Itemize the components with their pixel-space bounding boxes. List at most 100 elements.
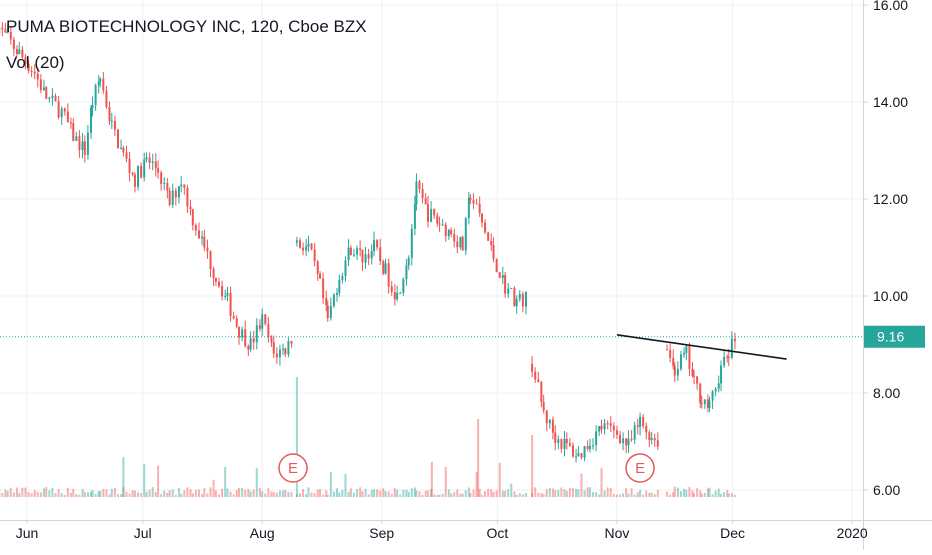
candle-body xyxy=(376,240,378,247)
volume-bar xyxy=(305,494,307,497)
current-price-label: 9.16 xyxy=(877,329,904,345)
candle-body xyxy=(648,432,650,440)
candle-body xyxy=(563,439,565,449)
candle-body xyxy=(270,337,272,342)
volume-bar xyxy=(21,488,23,497)
volume-bar xyxy=(613,494,615,497)
volume-bar xyxy=(481,495,483,497)
candle-body xyxy=(557,439,559,443)
volume-bar xyxy=(669,495,671,497)
volume-bar xyxy=(213,480,215,497)
chart-title: PUMA BIOTECHNOLOGY INC, 120, Cboe BZX xyxy=(6,18,367,35)
time-tick-label: Jun xyxy=(16,525,39,541)
volume-bar xyxy=(427,491,429,497)
candle-body xyxy=(411,229,413,258)
candle-body xyxy=(189,207,191,210)
price-tick-label: 6.00 xyxy=(873,482,900,498)
volume-bar xyxy=(287,492,289,497)
volume-bar xyxy=(595,492,597,497)
candle-body xyxy=(146,157,148,159)
candle-body xyxy=(540,382,542,402)
candle-body xyxy=(273,342,275,353)
candle-body xyxy=(688,346,690,369)
volume-bar xyxy=(244,490,246,497)
candle-body xyxy=(496,259,498,272)
volume-bar xyxy=(13,492,15,497)
volume-bar xyxy=(688,487,690,497)
volume-bar xyxy=(371,490,373,497)
candle-body xyxy=(210,251,212,268)
volume-bar xyxy=(619,495,621,497)
volume-bar xyxy=(192,493,194,497)
volume-bar xyxy=(28,492,30,497)
volume-bar xyxy=(560,488,562,497)
candle-body xyxy=(534,372,536,380)
candle-body xyxy=(90,108,92,133)
candle-body xyxy=(516,299,518,306)
candle-body xyxy=(430,209,432,222)
volume-bar xyxy=(507,489,509,497)
candle-body xyxy=(361,250,363,263)
volume-bar xyxy=(712,494,714,497)
volume-bar xyxy=(445,467,447,497)
candle-body xyxy=(522,294,524,307)
candle-body xyxy=(677,369,679,376)
candle-body xyxy=(226,293,228,296)
volume-bar xyxy=(261,491,263,497)
volume-bar xyxy=(616,495,618,497)
candle-body xyxy=(692,369,694,376)
candle-body xyxy=(224,296,226,297)
volume-bar xyxy=(575,489,577,497)
candle-body xyxy=(442,225,444,226)
candle-body xyxy=(610,423,612,425)
volume-spike xyxy=(477,419,479,497)
candle-body xyxy=(476,204,478,205)
volume-bar xyxy=(552,489,554,497)
candle-body xyxy=(186,188,188,207)
candle-body xyxy=(350,248,352,255)
volume-bar xyxy=(522,494,524,497)
candle-body xyxy=(92,105,94,108)
volume-bar xyxy=(134,491,136,497)
candle-body xyxy=(587,446,589,449)
candle-body xyxy=(157,168,159,172)
volume-bar xyxy=(415,490,417,497)
earnings-marker-label: E xyxy=(288,460,298,477)
candle-body xyxy=(143,159,145,177)
volume-bar xyxy=(157,465,159,497)
candle-body xyxy=(134,175,136,187)
candle-body xyxy=(319,274,321,279)
candle-body xyxy=(468,198,470,218)
candle-body xyxy=(160,173,162,184)
volume-indicator-label: Vol (20) xyxy=(6,54,65,71)
candle-body xyxy=(317,261,319,273)
candle-body xyxy=(651,438,653,440)
volume-bar xyxy=(504,491,506,497)
volume-bar xyxy=(267,488,269,497)
candle-body xyxy=(382,261,384,274)
volume-bar xyxy=(628,493,630,497)
candle-body xyxy=(479,204,481,214)
volume-bar xyxy=(704,493,706,497)
candle-body xyxy=(456,242,458,248)
candle-body xyxy=(102,79,104,91)
volume-bar xyxy=(382,488,384,497)
volume-bar xyxy=(4,490,6,497)
volume-layer xyxy=(0,377,736,497)
candle-body xyxy=(701,403,703,404)
volume-bar xyxy=(82,489,84,497)
volume-bar xyxy=(302,489,304,497)
candle-body xyxy=(137,166,139,187)
candle-body xyxy=(353,255,355,256)
volume-bar xyxy=(563,489,565,497)
candle-body xyxy=(98,82,100,86)
volume-bar xyxy=(396,490,398,497)
candle-body xyxy=(575,456,577,457)
candle-body xyxy=(373,240,375,251)
candle-body xyxy=(604,423,606,429)
candle-body xyxy=(472,200,474,203)
volume-bar xyxy=(238,488,240,497)
